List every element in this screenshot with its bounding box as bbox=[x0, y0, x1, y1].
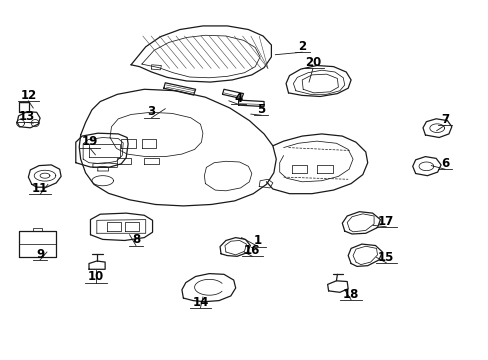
Text: 17: 17 bbox=[377, 215, 394, 228]
Text: 20: 20 bbox=[304, 56, 321, 69]
Text: 12: 12 bbox=[20, 89, 37, 102]
Text: 8: 8 bbox=[132, 233, 140, 246]
Text: 19: 19 bbox=[81, 135, 98, 148]
Text: 15: 15 bbox=[377, 251, 394, 264]
Text: 11: 11 bbox=[32, 182, 48, 195]
Text: 6: 6 bbox=[440, 157, 448, 170]
Text: 9: 9 bbox=[36, 248, 44, 261]
Text: 7: 7 bbox=[440, 113, 448, 126]
Text: 1: 1 bbox=[254, 234, 262, 247]
Text: 13: 13 bbox=[19, 110, 35, 123]
Text: 14: 14 bbox=[192, 296, 208, 309]
Text: 2: 2 bbox=[298, 40, 305, 53]
Text: 10: 10 bbox=[87, 270, 104, 283]
Text: 4: 4 bbox=[234, 92, 242, 105]
Text: 5: 5 bbox=[257, 103, 264, 116]
Text: 18: 18 bbox=[342, 288, 359, 301]
Text: 3: 3 bbox=[147, 105, 155, 118]
Text: 16: 16 bbox=[244, 244, 260, 257]
